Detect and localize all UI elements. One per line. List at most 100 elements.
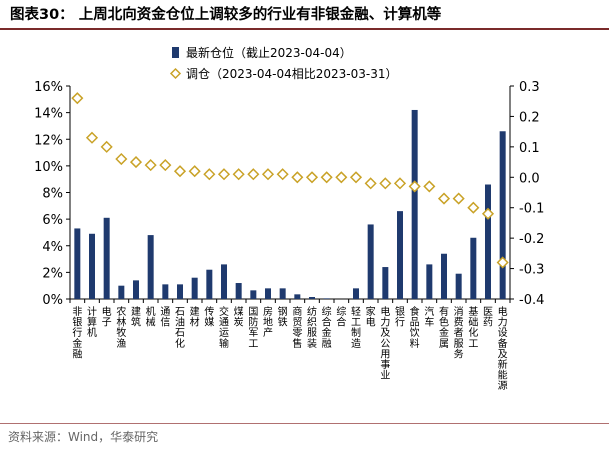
change-diamond bbox=[349, 171, 363, 184]
right-axis-tick-label: -0.3 bbox=[519, 263, 544, 278]
category-label: 煤炭 bbox=[234, 305, 244, 329]
right-axis-tick-label: -0.4 bbox=[519, 293, 544, 308]
right-axis-tick-label: -0.2 bbox=[519, 232, 544, 247]
right-axis-tick-label: 0.2 bbox=[519, 110, 540, 125]
change-diamond bbox=[423, 180, 436, 193]
position-bar bbox=[279, 288, 286, 299]
chart-svg: 最新仓位（截止2023-04-04） 调仓（2023-04-04相比2023-03… bbox=[34, 45, 544, 392]
category-label: 钢铁 bbox=[278, 305, 288, 329]
title-divider bbox=[0, 28, 609, 30]
position-bar bbox=[250, 290, 257, 299]
category-label: 汽车 bbox=[424, 305, 434, 329]
right-axis-tick-label: 0.1 bbox=[519, 141, 540, 156]
right-axis-tick-label: 0.0 bbox=[519, 171, 540, 186]
category-label: 石油石化 bbox=[175, 307, 185, 350]
position-bar bbox=[265, 288, 271, 299]
left-axis-tick-label: 16% bbox=[34, 80, 63, 95]
left-axis-tick-label: 8% bbox=[42, 187, 63, 202]
legend-diamond-label: 调仓（2023-04-04相比2023-03-31） bbox=[186, 67, 397, 81]
category-label: 建材 bbox=[190, 305, 200, 329]
left-axis-tick-label: 10% bbox=[34, 160, 63, 175]
position-bar bbox=[235, 283, 242, 299]
category-label: 轻工制造 bbox=[351, 305, 361, 350]
position-bar bbox=[74, 228, 81, 299]
change-diamond bbox=[232, 168, 245, 181]
change-diamond bbox=[452, 192, 465, 205]
category-label: 农林牧渔 bbox=[116, 305, 126, 350]
position-bar bbox=[309, 297, 315, 299]
category-label: 非银行金融 bbox=[72, 306, 82, 360]
left-axis-tick-label: 6% bbox=[42, 213, 63, 228]
position-bar bbox=[455, 273, 462, 299]
legend-bar-label: 最新仓位（截止2023-04-04） bbox=[186, 45, 352, 60]
category-label: 电力设备及新能源 bbox=[498, 305, 508, 392]
change-diamond bbox=[217, 168, 231, 181]
position-bar bbox=[499, 131, 506, 299]
position-bar bbox=[367, 224, 374, 299]
position-bar bbox=[118, 285, 125, 299]
position-bar bbox=[470, 237, 477, 299]
position-bar bbox=[162, 284, 169, 299]
category-label: 建筑 bbox=[131, 305, 141, 329]
change-diamond bbox=[481, 207, 495, 220]
change-diamond bbox=[276, 168, 289, 181]
category-label: 基础化工 bbox=[468, 305, 478, 350]
position-bar bbox=[426, 264, 433, 299]
category-label: 通信 bbox=[160, 306, 170, 329]
change-diamond bbox=[129, 156, 143, 169]
position-bar bbox=[485, 184, 491, 299]
category-label: 综合 bbox=[336, 305, 346, 329]
left-axis-tick-label: 2% bbox=[42, 266, 63, 281]
position-bar bbox=[133, 280, 139, 299]
position-bar bbox=[382, 267, 389, 299]
position-bar bbox=[206, 269, 213, 299]
category-label: 纺织服装 bbox=[307, 305, 317, 350]
source-divider bbox=[0, 423, 609, 424]
left-axis-tick-label: 0% bbox=[42, 293, 63, 308]
change-diamond bbox=[100, 140, 113, 153]
change-diamond bbox=[159, 159, 172, 172]
change-diamond bbox=[496, 256, 509, 269]
category-label: 消费者服务 bbox=[454, 305, 464, 360]
change-diamond bbox=[393, 177, 407, 190]
category-label: 传媒 bbox=[204, 306, 214, 329]
left-axis-tick-label: 4% bbox=[42, 240, 63, 255]
right-axis-tick-label: 0.3 bbox=[519, 80, 540, 95]
right-axis-tick-label: -0.1 bbox=[519, 202, 544, 217]
position-bar bbox=[103, 217, 110, 299]
category-label: 商贸零售 bbox=[292, 305, 302, 350]
position-bar bbox=[441, 253, 447, 299]
category-label: 家电 bbox=[366, 305, 376, 329]
change-diamond bbox=[437, 192, 451, 205]
position-bar bbox=[411, 109, 418, 300]
category-label: 计算机 bbox=[87, 305, 97, 339]
change-diamond bbox=[188, 165, 201, 178]
category-label: 银行 bbox=[395, 305, 405, 329]
change-diamond bbox=[364, 177, 377, 190]
change-diamond bbox=[85, 131, 99, 144]
change-diamond bbox=[144, 159, 157, 172]
category-label: 电子 bbox=[102, 305, 112, 329]
position-bar bbox=[397, 211, 403, 299]
legend-bar-swatch bbox=[172, 47, 179, 58]
category-label: 食品饮料 bbox=[410, 305, 420, 350]
category-label: 机械 bbox=[146, 305, 156, 329]
category-label: 交通运输 bbox=[219, 305, 229, 350]
position-bar bbox=[147, 235, 154, 299]
change-diamond bbox=[115, 152, 128, 166]
category-label: 电力及公用事业 bbox=[380, 305, 390, 382]
change-diamond bbox=[247, 168, 260, 181]
position-bar bbox=[353, 288, 359, 299]
category-label: 房地产 bbox=[263, 305, 273, 339]
change-diamond bbox=[261, 168, 275, 181]
change-diamond bbox=[203, 168, 216, 181]
left-axis-tick-label: 14% bbox=[34, 107, 63, 122]
change-diamond bbox=[305, 171, 319, 184]
change-diamond bbox=[467, 201, 480, 214]
position-bar bbox=[177, 284, 183, 299]
source-note: 资料来源：Wind，华泰研究 bbox=[8, 430, 159, 444]
category-label: 有色金属 bbox=[439, 305, 449, 350]
category-label: 国防军工 bbox=[248, 306, 258, 350]
position-bar bbox=[294, 294, 301, 299]
change-diamond bbox=[408, 180, 421, 193]
